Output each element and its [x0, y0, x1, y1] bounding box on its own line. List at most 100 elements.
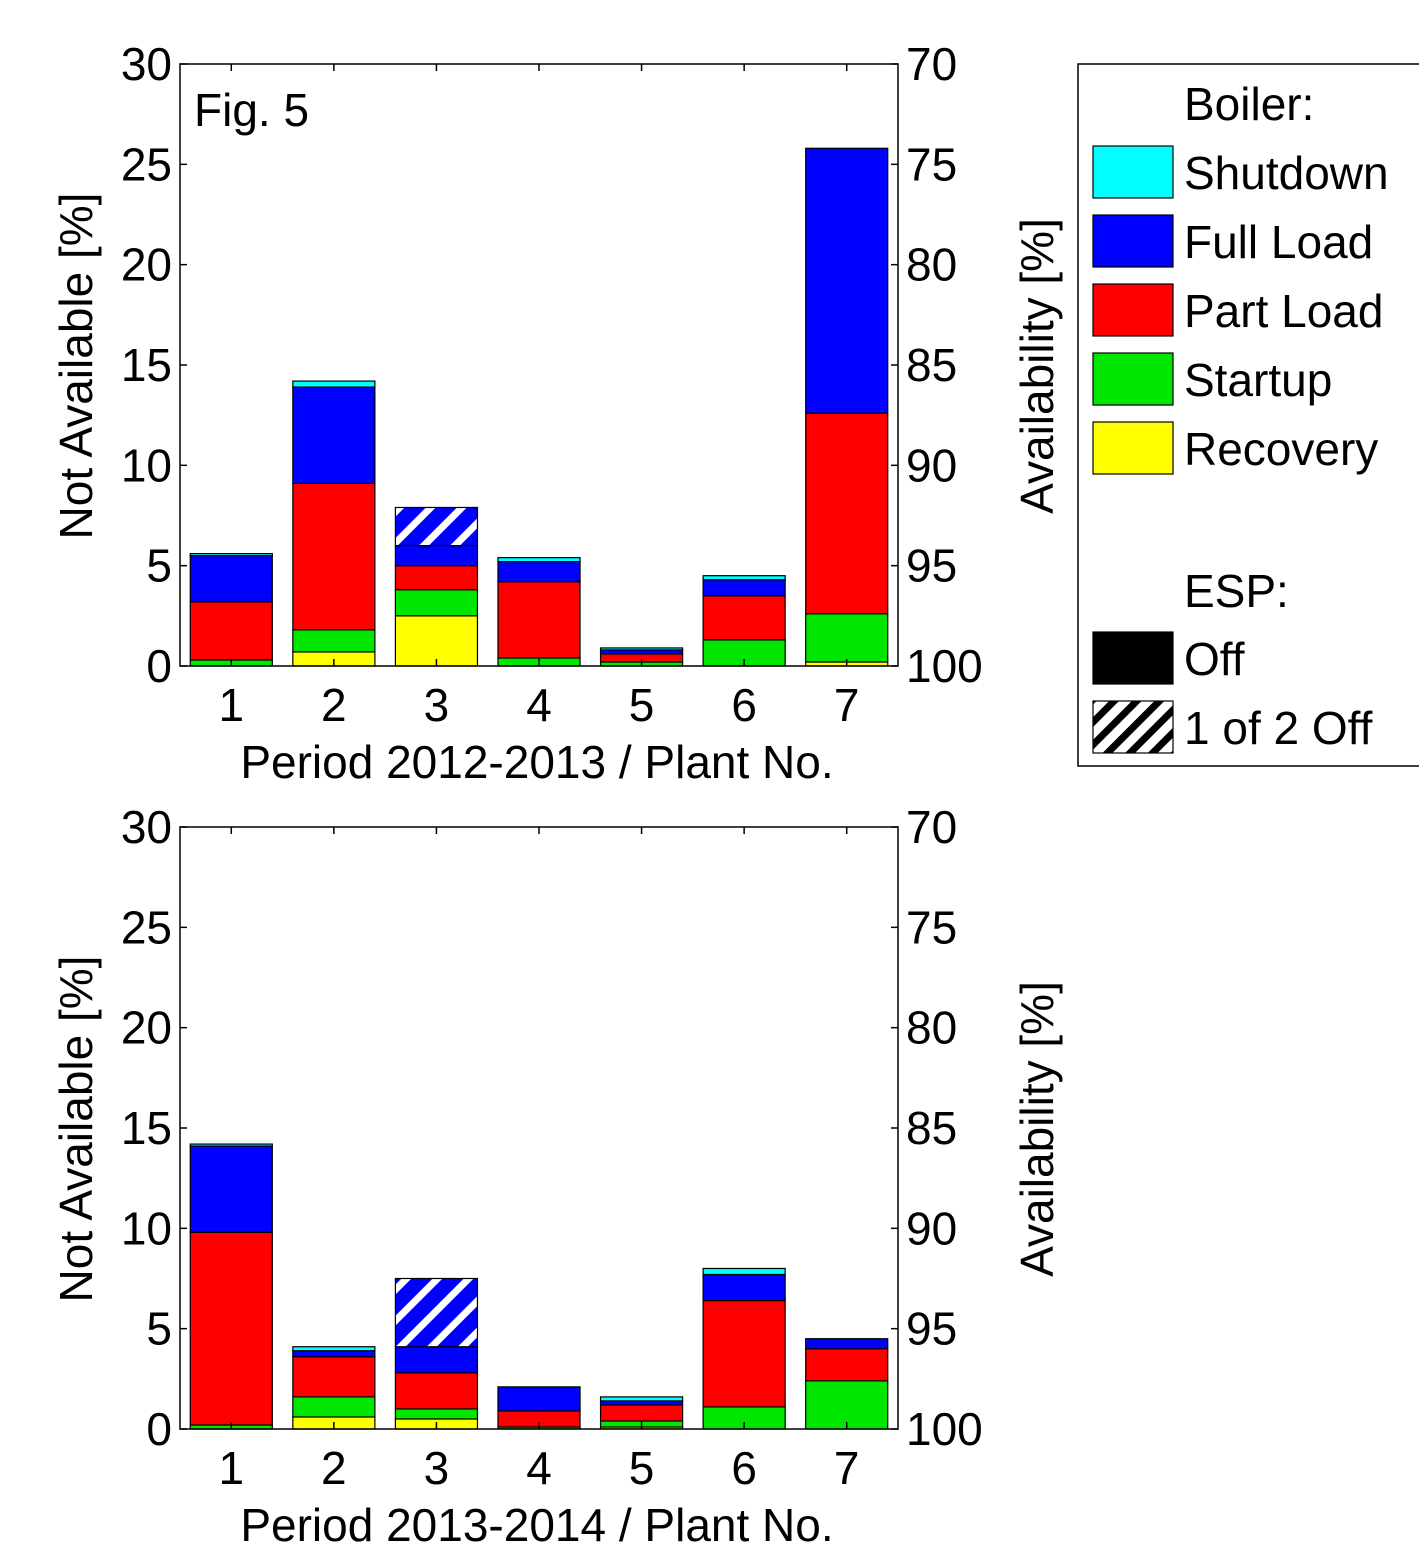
bar-shutdown-plant-2: [292, 1346, 376, 1352]
y-tick-label-right: 85: [906, 1102, 957, 1154]
bar-startup-plant-7: [805, 1380, 889, 1430]
y-tick-label-right: 80: [906, 1002, 957, 1054]
bar-full-load-plant-4: [497, 561, 581, 583]
y-tick-label-left: 10: [121, 1202, 172, 1254]
y-tick-label-left: 20: [121, 1002, 172, 1054]
bar-esp-1-of-2-off-plant-3: [394, 506, 479, 547]
y-axis-label-right-top: Availability [%]: [1011, 218, 1063, 514]
bar-shutdown-plant-6: [702, 575, 786, 581]
bar-part-load-plant-6: [702, 595, 786, 641]
bar-recovery-plant-3: [394, 615, 479, 667]
x-tick-label: 2: [321, 1442, 347, 1494]
y-tick-label-right: 80: [906, 239, 957, 291]
y-tick-label-right: 100: [906, 1403, 983, 1455]
legend: Boiler: Shutdown Full Load Part Load Startu…: [1077, 63, 1419, 767]
x-tick-label: 6: [731, 1442, 757, 1494]
y-tick-label-right: 95: [906, 540, 957, 592]
legend-swatch-shutdown: [1092, 145, 1174, 199]
y-tick-label-right: 100: [906, 640, 983, 692]
legend-boiler-title: Boiler:: [1184, 78, 1314, 130]
y-tick-label-right: 75: [906, 138, 957, 190]
y-axis-label-left-bottom: Not Available [%]: [50, 956, 102, 1303]
x-tick-label: 5: [629, 1442, 655, 1494]
y-tick-label-left: 5: [146, 540, 172, 592]
bar-esp-1-of-2-off-plant-3: [394, 1277, 479, 1348]
legend-label-esp-off: Off: [1184, 633, 1245, 685]
bar-part-load-plant-5: [599, 1404, 684, 1422]
bar-part-load-plant-4: [497, 581, 581, 659]
y-tick-label-right: 75: [906, 901, 957, 953]
legend-label-startup: Startup: [1184, 354, 1332, 406]
y-tick-label-left: 25: [121, 901, 172, 953]
bar-full-load-plant-3: [394, 1346, 479, 1374]
y-tick-label-right: 95: [906, 1303, 957, 1355]
bars-top: [189, 147, 889, 667]
bar-full-load-plant-5: [599, 649, 684, 655]
x-tick-label: 3: [424, 679, 450, 731]
legend-esp-title: ESP:: [1184, 565, 1289, 617]
bars-bottom: [189, 1143, 889, 1430]
x-tick-label: 1: [218, 1442, 244, 1494]
axes-frame-bottom: [179, 826, 899, 1430]
y-tick-label-left: 5: [146, 1303, 172, 1355]
bar-full-load-plant-1: [189, 1145, 273, 1233]
y-tick-label-left: 30: [121, 801, 172, 853]
bar-startup-plant-7: [805, 613, 889, 663]
x-tick-label: 4: [526, 679, 552, 731]
bar-part-load-plant-3: [394, 1372, 479, 1410]
y-axis-label-right-bottom: Availability [%]: [1011, 981, 1063, 1277]
bar-shutdown-plant-5: [599, 1396, 684, 1402]
bar-shutdown-plant-2: [292, 380, 376, 388]
legend-label-recovery: Recovery: [1184, 423, 1378, 475]
y-tick-label-right: 70: [906, 801, 957, 853]
y-tick-label-right: 90: [906, 439, 957, 491]
bar-part-load-plant-1: [189, 1231, 273, 1426]
y-tick-label-left: 20: [121, 239, 172, 291]
bar-full-load-plant-6: [702, 1273, 786, 1302]
y-tick-label-left: 30: [121, 38, 172, 90]
x-tick-label: 1: [218, 679, 244, 731]
bar-full-load-plant-7: [805, 147, 889, 414]
bar-startup-plant-2: [292, 629, 376, 653]
bar-part-load-plant-2: [292, 482, 376, 631]
bar-full-load-plant-1: [189, 555, 273, 603]
bar-part-load-plant-1: [189, 601, 273, 661]
x-tick-label: 5: [629, 679, 655, 731]
y-tick-label-left: 10: [121, 439, 172, 491]
y-tick-label-right: 90: [906, 1202, 957, 1254]
bar-shutdown-plant-5: [599, 647, 684, 651]
bar-full-load-plant-4: [497, 1386, 581, 1412]
y-tick-label-left: 0: [146, 640, 172, 692]
legend-swatch-part-load: [1092, 283, 1174, 337]
y-tick-label-right: 85: [906, 339, 957, 391]
bar-full-load-plant-6: [702, 579, 786, 597]
legend-label-shutdown: Shutdown: [1184, 147, 1389, 199]
x-tick-label: 7: [834, 679, 860, 731]
bar-full-load-plant-7: [805, 1338, 889, 1350]
legend-label-part-load: Part Load: [1184, 285, 1383, 337]
x-axis-label-top: Period 2012-2013 / Plant No.: [240, 736, 833, 788]
bar-full-load-plant-3: [394, 544, 479, 567]
x-tick-label: 7: [834, 1442, 860, 1494]
legend-swatch-esp-1-of-2-off: [1092, 700, 1174, 754]
bar-full-load-plant-2: [292, 1350, 376, 1358]
y-tick-label-right: 70: [906, 38, 957, 90]
x-axis-label-bottom: Period 2013-2014 / Plant No.: [240, 1499, 833, 1544]
figure-annotation: Fig. 5: [194, 84, 309, 136]
x-tick-label: 2: [321, 679, 347, 731]
bar-full-load-plant-2: [292, 386, 376, 484]
y-tick-label-left: 15: [121, 339, 172, 391]
legend-swatch-recovery: [1092, 421, 1174, 475]
y-tick-label-left: 25: [121, 138, 172, 190]
bar-shutdown-plant-1: [189, 1143, 273, 1147]
legend-label-esp-1-of-2-off: 1 of 2 Off: [1184, 702, 1373, 754]
bar-shutdown-plant-4: [497, 557, 581, 563]
y-tick-label-left: 0: [146, 1403, 172, 1455]
x-tick-label: 3: [424, 1442, 450, 1494]
bar-startup-plant-2: [292, 1396, 376, 1418]
bar-part-load-plant-6: [702, 1299, 786, 1408]
